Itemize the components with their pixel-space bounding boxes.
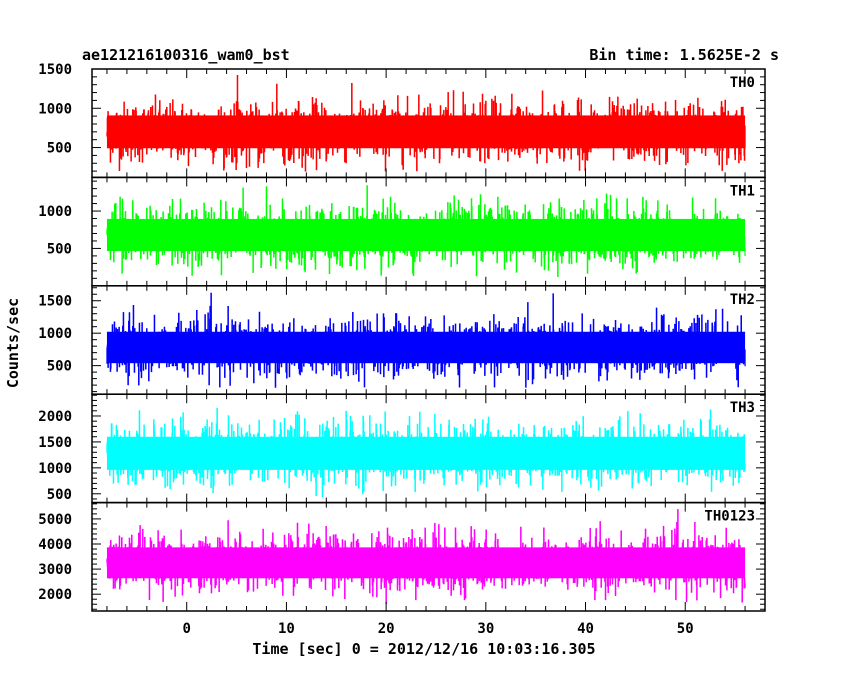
x-tick-label: 50 bbox=[677, 621, 694, 637]
y-tick-label: 1500 bbox=[38, 62, 72, 78]
panel-th3: 500 1000 1500 2000 TH3 bbox=[38, 393, 766, 504]
y-tick-label: 4000 bbox=[38, 537, 72, 553]
bin-time-label: Bin time: 1.5625E-2 s bbox=[589, 46, 779, 64]
x-tick-label: 30 bbox=[477, 621, 494, 637]
series-th0123 bbox=[106, 509, 746, 604]
panel-label-th1: TH1 bbox=[730, 183, 755, 199]
x-axis-title: Time [sec] 0 = 2012/12/16 10:03:16.305 bbox=[252, 640, 595, 658]
y-tick-label: 1000 bbox=[38, 204, 72, 220]
x-tick-label: 40 bbox=[577, 621, 594, 637]
series-th3 bbox=[106, 407, 746, 498]
y-tick-label: 500 bbox=[47, 487, 72, 503]
panel-th1: 500 1000 TH1 bbox=[38, 176, 766, 287]
panel-label-th0: TH0 bbox=[730, 75, 755, 91]
panel-th0123: 2000 3000 4000 5000 TH0123 bbox=[38, 501, 766, 612]
figure-title: ae121216100316_wam0_bst bbox=[82, 46, 290, 64]
y-tick-label: 2000 bbox=[38, 587, 72, 603]
y-tick-label: 1000 bbox=[38, 101, 72, 117]
panel-th0: 500 1000 1500 TH0 bbox=[38, 62, 766, 179]
y-tick-label: 500 bbox=[47, 141, 72, 157]
series-th1 bbox=[106, 185, 746, 277]
x-tick-label: 0 bbox=[182, 621, 190, 637]
panel-label-th2: TH2 bbox=[730, 292, 755, 308]
series-th2 bbox=[106, 292, 746, 388]
y-tick-label: 5000 bbox=[38, 512, 72, 528]
y-tick-label: 1000 bbox=[38, 326, 72, 342]
x-tick-labels: 0 10 20 30 40 50 bbox=[182, 621, 693, 637]
x-tick-label: 20 bbox=[378, 621, 395, 637]
series-th0 bbox=[106, 75, 746, 172]
y-tick-label: 3000 bbox=[38, 562, 72, 578]
y-tick-label: 500 bbox=[47, 241, 72, 257]
panel-th2: 500 1000 1500 TH2 bbox=[38, 285, 766, 395]
panel-label-th3: TH3 bbox=[730, 400, 755, 416]
y-tick-label: 1500 bbox=[38, 294, 72, 310]
y-tick-label: 1500 bbox=[38, 435, 72, 451]
y-tick-label: 2000 bbox=[38, 409, 72, 425]
x-tick-label: 10 bbox=[278, 621, 295, 637]
y-axis-title: Counts/sec bbox=[4, 298, 22, 388]
panel-frame bbox=[91, 501, 766, 612]
y-tick-label: 500 bbox=[47, 359, 72, 375]
panel-label-th0123: TH0123 bbox=[704, 509, 755, 525]
y-tick-label: 1000 bbox=[38, 461, 72, 477]
